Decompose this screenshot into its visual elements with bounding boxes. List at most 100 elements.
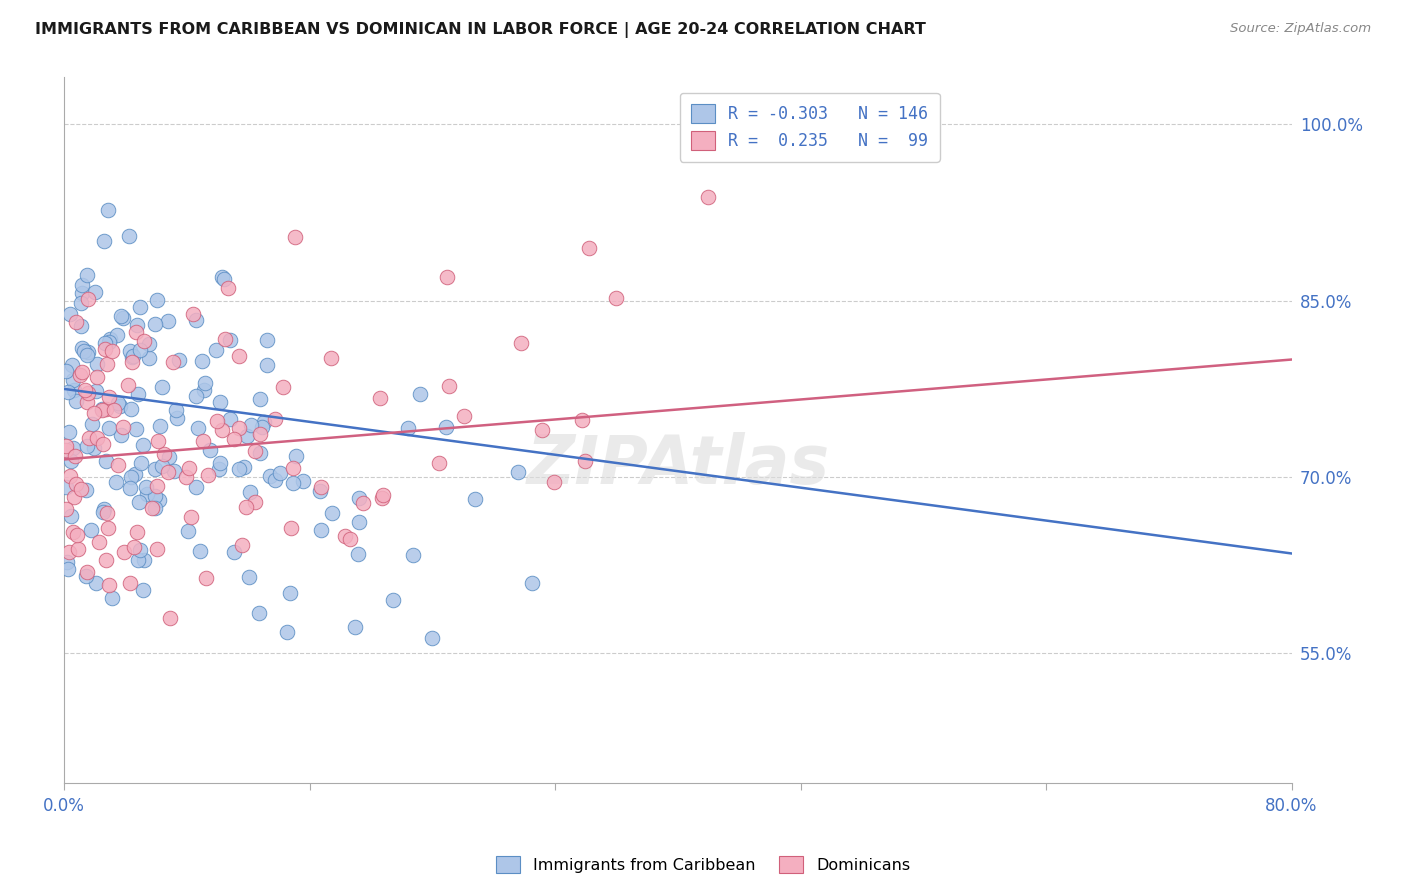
Point [121, 349, 143, 363]
Point [146, 293, 169, 308]
Point [381, 593, 404, 607]
Point [278, 586, 301, 600]
Point [112, 420, 135, 434]
Point [464, 491, 486, 506]
Point [249, 445, 271, 459]
Point [128, 542, 150, 557]
Point [434, 419, 457, 434]
Point [243, 444, 266, 458]
Point [120, 402, 142, 417]
Point [283, 476, 305, 491]
Point [107, 458, 129, 473]
Point [177, 461, 200, 475]
Point [420, 631, 443, 645]
Point [339, 532, 361, 546]
Point [118, 575, 141, 590]
Point [571, 413, 593, 427]
Point [291, 475, 314, 489]
Point [135, 487, 157, 501]
Point [93, 436, 115, 450]
Point [176, 524, 198, 538]
Point [370, 491, 392, 505]
Point [135, 480, 157, 494]
Point [309, 480, 332, 494]
Point [186, 389, 208, 403]
Point [191, 434, 214, 449]
Point [238, 570, 260, 584]
Point [83, 441, 105, 455]
Point [69, 368, 91, 382]
Point [76, 292, 98, 306]
Point [58, 385, 80, 400]
Point [86, 357, 108, 371]
Point [91, 401, 114, 416]
Point [368, 391, 391, 405]
Point [141, 500, 163, 515]
Point [352, 496, 374, 510]
Point [98, 334, 121, 349]
Point [228, 349, 250, 363]
Point [131, 456, 153, 470]
Point [93, 234, 115, 248]
Point [138, 351, 160, 365]
Point [259, 469, 281, 483]
Point [212, 272, 235, 286]
Point [284, 449, 307, 463]
Point [249, 392, 271, 406]
Point [124, 467, 146, 481]
Point [143, 500, 166, 515]
Point [149, 418, 172, 433]
Point [107, 328, 129, 343]
Point [150, 379, 173, 393]
Point [162, 355, 184, 369]
Point [347, 491, 370, 505]
Point [125, 318, 148, 332]
Point [120, 470, 142, 484]
Point [62, 441, 84, 455]
Point [94, 454, 117, 468]
Point [309, 483, 332, 498]
Point [127, 524, 149, 539]
Point [70, 277, 93, 292]
Point [156, 465, 179, 479]
Point [269, 467, 291, 481]
Point [181, 307, 204, 321]
Point [167, 352, 190, 367]
Point [76, 439, 98, 453]
Point [90, 403, 112, 417]
Point [55, 364, 77, 378]
Point [219, 333, 242, 347]
Point [605, 291, 627, 305]
Legend: Immigrants from Caribbean, Dominicans: Immigrants from Caribbean, Dominicans [489, 849, 917, 880]
Point [86, 369, 108, 384]
Point [121, 355, 143, 369]
Text: IMMIGRANTS FROM CARIBBEAN VS DOMINICAN IN LABOR FORCE | AGE 20-24 CORRELATION CH: IMMIGRANTS FROM CARIBBEAN VS DOMINICAN I… [35, 22, 927, 38]
Point [174, 470, 197, 484]
Point [96, 506, 118, 520]
Point [243, 494, 266, 508]
Point [131, 582, 153, 597]
Point [219, 412, 242, 426]
Point [129, 343, 152, 358]
Point [129, 301, 152, 315]
Point [193, 383, 215, 397]
Point [249, 606, 271, 620]
Point [118, 228, 141, 243]
Point [146, 434, 169, 449]
Point [402, 548, 425, 562]
Point [76, 348, 98, 362]
Point [187, 421, 209, 435]
Point [97, 521, 120, 535]
Point [70, 318, 93, 333]
Point [70, 296, 93, 310]
Point [236, 429, 259, 443]
Point [55, 443, 77, 458]
Point [65, 476, 87, 491]
Point [205, 414, 228, 428]
Point [696, 190, 718, 204]
Point [110, 309, 132, 323]
Point [111, 310, 134, 325]
Point [55, 502, 77, 516]
Point [239, 484, 262, 499]
Point [143, 462, 166, 476]
